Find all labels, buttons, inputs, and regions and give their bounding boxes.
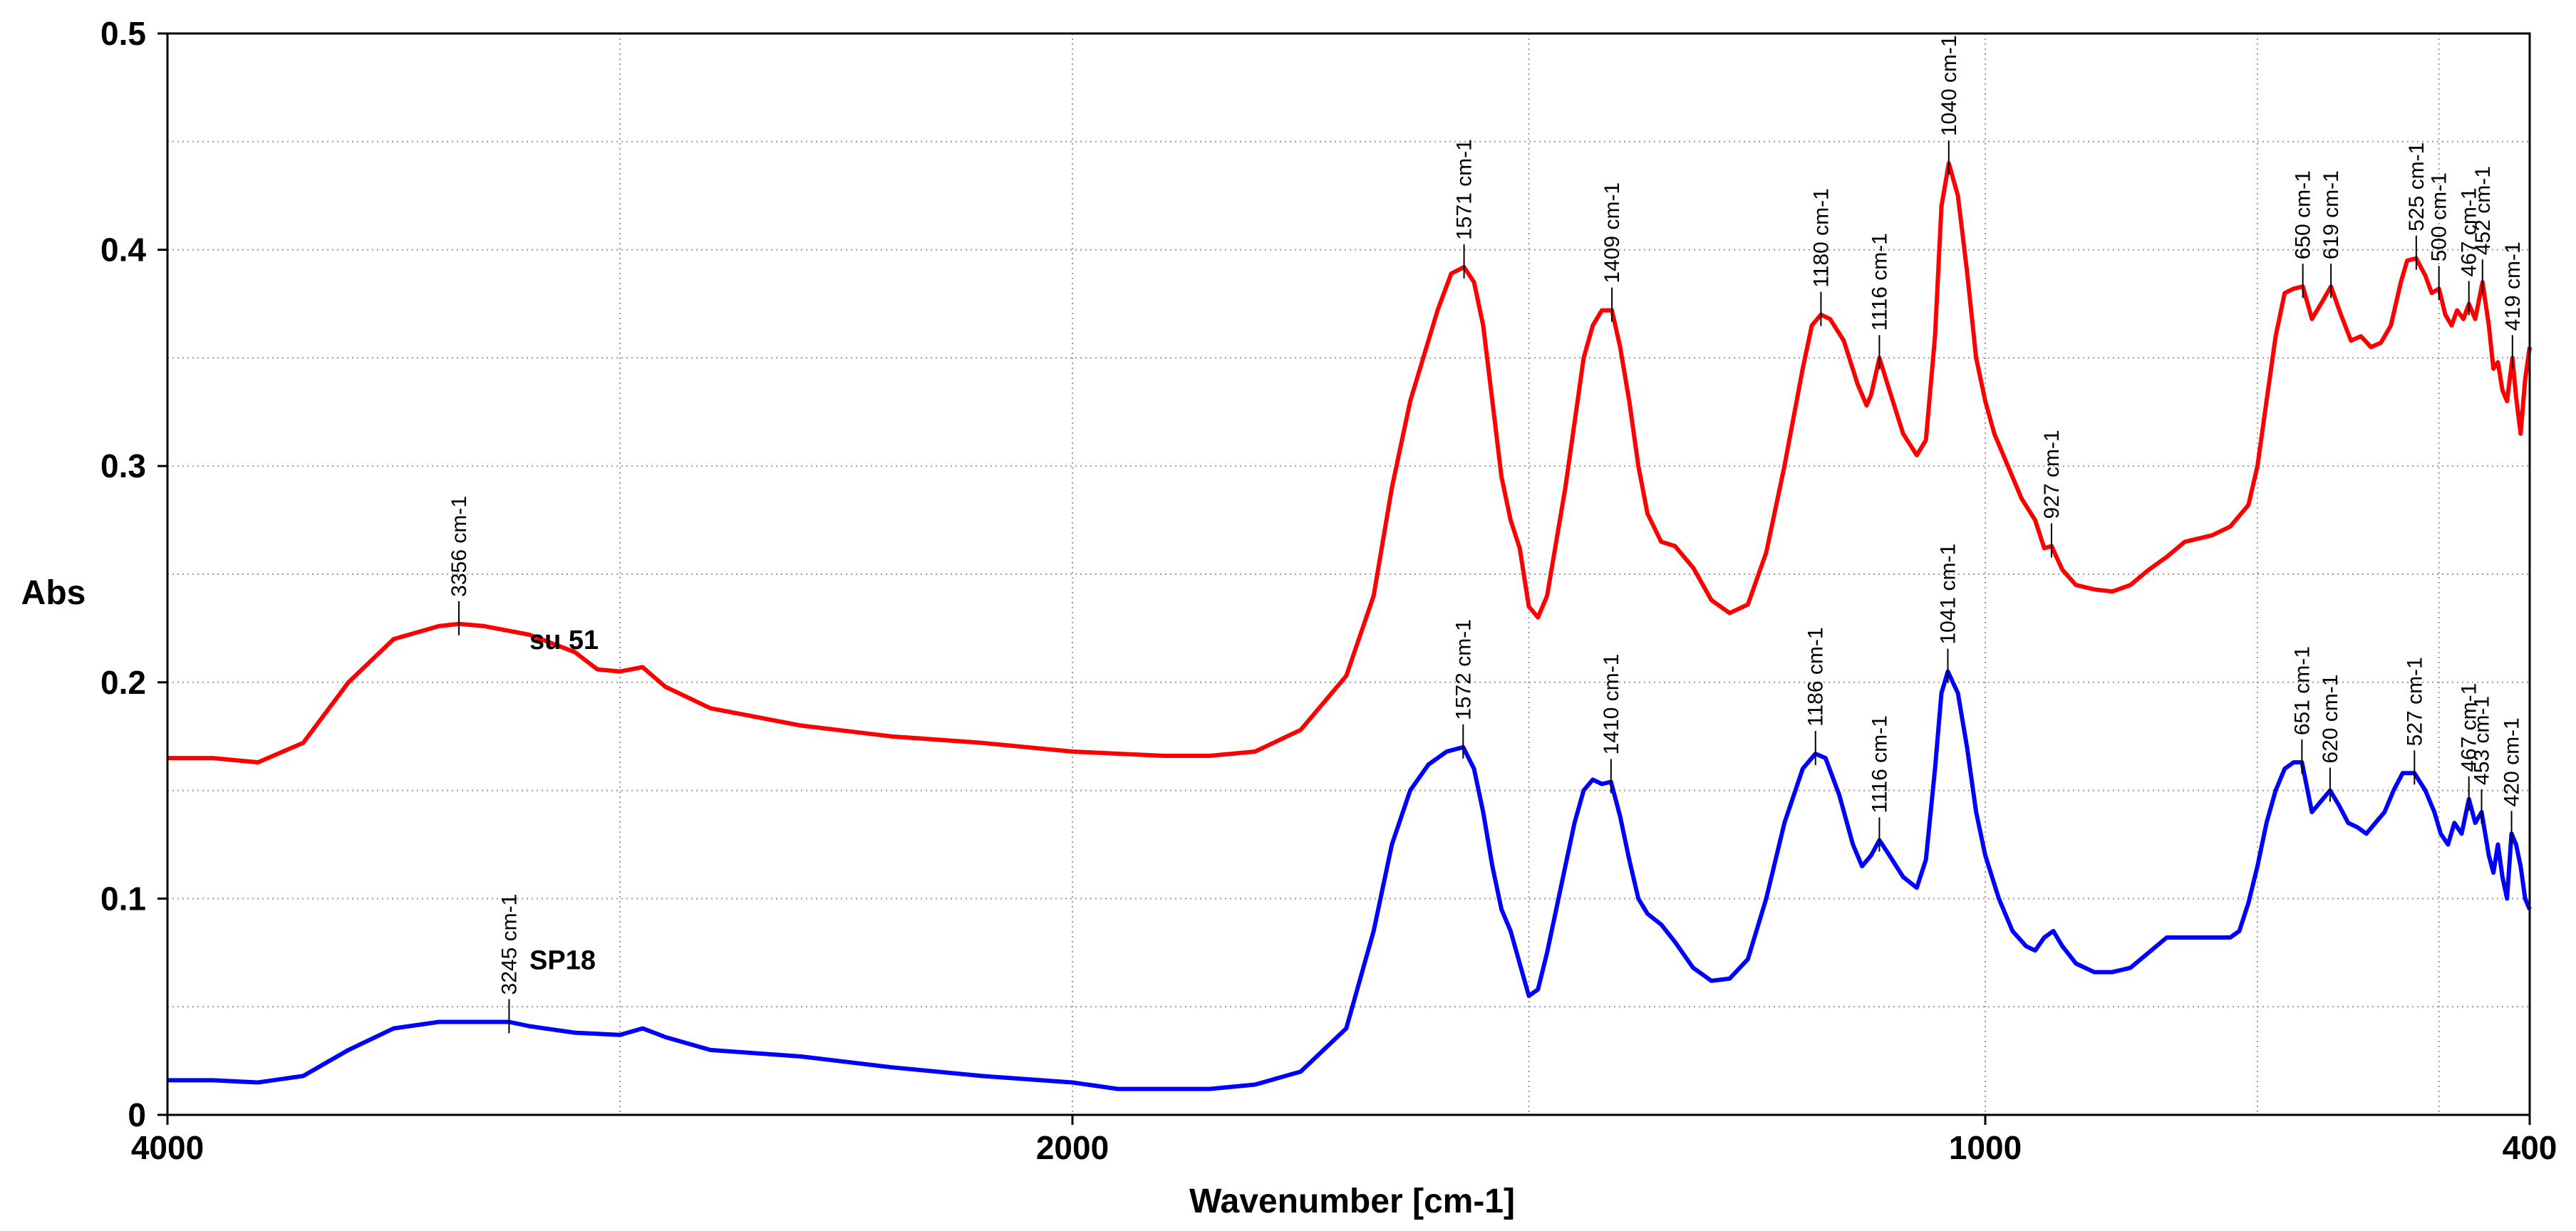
peak-label: 927 cm-1 — [2040, 430, 2064, 519]
series-label: su 51 — [529, 625, 599, 655]
plot-frame — [166, 32, 2531, 1116]
peak-label: 467 cm-1 — [2458, 187, 2481, 276]
x-axis-title: Wavenumber [cm-1] — [1189, 1183, 1515, 1220]
peak-label: 1409 cm-1 — [1600, 182, 1624, 284]
peak-label: 3245 cm-1 — [497, 894, 521, 995]
peak-label: 1041 cm-1 — [1936, 544, 1960, 645]
x-tick-label: 400 — [2503, 1129, 2557, 1166]
peak-label: 1186 cm-1 — [1804, 627, 1828, 727]
peak-label: 3356 cm-1 — [448, 496, 471, 597]
y-tick-label: 0.4 — [100, 232, 146, 269]
peak-label: 419 cm-1 — [2501, 241, 2525, 331]
peak-label: 453 cm-1 — [2471, 696, 2494, 785]
peak-label: 1410 cm-1 — [1600, 654, 1623, 755]
peak-label: 420 cm-1 — [2500, 717, 2524, 806]
series-labels: su 51 SP18 — [529, 625, 599, 975]
peak-label: 1116 cm-1 — [1868, 233, 1891, 331]
peak-label: 1040 cm-1 — [1938, 35, 1961, 136]
peak-label: 1571 cm-1 — [1453, 139, 1476, 240]
x-tick-label: 2000 — [1036, 1129, 1109, 1166]
y-axis-title: Abs — [21, 574, 86, 612]
peak-label: 650 cm-1 — [2292, 170, 2315, 259]
peak-label: 500 cm-1 — [2428, 172, 2451, 261]
peak-label: 1572 cm-1 — [1452, 619, 1475, 720]
peak-label: 620 cm-1 — [2319, 675, 2342, 764]
series-label: SP18 — [529, 945, 596, 975]
peak-label: 467 cm-1 — [2458, 683, 2481, 772]
y-tick-label: 0.2 — [100, 664, 146, 701]
grid — [167, 33, 2530, 1115]
y-tick-label: 0.3 — [100, 447, 146, 484]
peak-label: 525 cm-1 — [2405, 142, 2428, 232]
series-line-su51 — [167, 161, 2532, 765]
x-tick-label: 1000 — [1949, 1129, 2022, 1166]
peak-label: 619 cm-1 — [2319, 170, 2343, 259]
peak-label: 1180 cm-1 — [1809, 188, 1833, 288]
y-tick-label: 0.1 — [100, 880, 146, 917]
y-tick-label: 0.5 — [100, 15, 146, 52]
x-tick-label: 4000 — [131, 1129, 204, 1166]
peak-label: 527 cm-1 — [2403, 657, 2426, 746]
y-tick-label: 0 — [128, 1096, 146, 1133]
peak-annotations: 3356 cm-1 1571 cm-1 1409 cm-1 1180 cm-1 1116… — [448, 35, 2525, 1034]
peak-label: 651 cm-1 — [2290, 646, 2314, 735]
peak-label: 1116 cm-1 — [1868, 715, 1891, 813]
peak-label: 452 cm-1 — [2471, 166, 2495, 255]
